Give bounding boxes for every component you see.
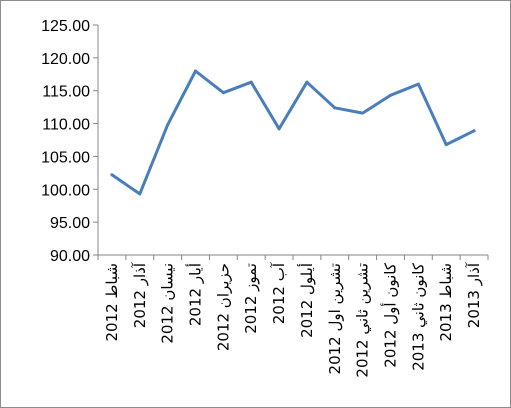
y-tick-label: 125.00 [41, 18, 90, 35]
data-point [194, 69, 197, 73]
x-tick-label: كانون أول 2012 [381, 262, 400, 368]
data-point [166, 123, 170, 127]
data-point [110, 173, 114, 177]
data-point [249, 80, 253, 84]
data-point [389, 93, 392, 97]
series-line [110, 69, 476, 196]
data-point [416, 82, 420, 86]
series-group [110, 69, 476, 196]
y-axis-ticks: 90.00 95.00 100.00 105.00 110.00 115.00 120.00… [41, 18, 98, 265]
y-tick-label: 90.00 [50, 248, 90, 265]
x-tick-label: شباط 2012 [103, 263, 121, 342]
y-tick-label: 115.00 [42, 84, 90, 101]
y-tick-label: 100.00 [41, 182, 90, 199]
y-tick-label: 120.00 [41, 51, 90, 68]
data-point [361, 111, 365, 115]
data-point [221, 91, 225, 95]
data-point [138, 192, 142, 196]
x-tick-label: تشرين ثاني 2012 [354, 263, 373, 378]
x-tick-label: شباط 2013 [437, 263, 455, 342]
x-tick-label: آذار 2013 [465, 262, 483, 328]
x-tick-label: نيسان 2012 [159, 263, 177, 344]
x-tick-label: أيلول 2012 [297, 263, 316, 338]
x-tick-label: آب 2012 [270, 262, 288, 324]
y-tick-label: 105.00 [41, 149, 90, 166]
data-point [444, 143, 448, 147]
data-point [277, 127, 281, 131]
y-tick-label: 95.00 [50, 215, 90, 232]
axes [97, 25, 488, 256]
data-point [333, 106, 337, 110]
x-axis-ticks: شباط 2012 آذار 2012 نيسان 2012 أيار 2012 حزي… [97, 255, 489, 378]
y-tick-label: 110.00 [42, 117, 90, 134]
x-tick-label: آذار 2012 [131, 262, 149, 328]
x-tick-label: كانون ثاني 2013 [409, 262, 428, 371]
x-tick-label: تموز 2012 [242, 263, 260, 334]
x-tick-label: تشرين اول 2012 [326, 263, 344, 374]
x-tick-label: حزيران 2012 [214, 263, 232, 351]
x-tick-label: أيار 2012 [186, 263, 205, 326]
data-point [305, 80, 309, 84]
data-point [472, 129, 476, 133]
